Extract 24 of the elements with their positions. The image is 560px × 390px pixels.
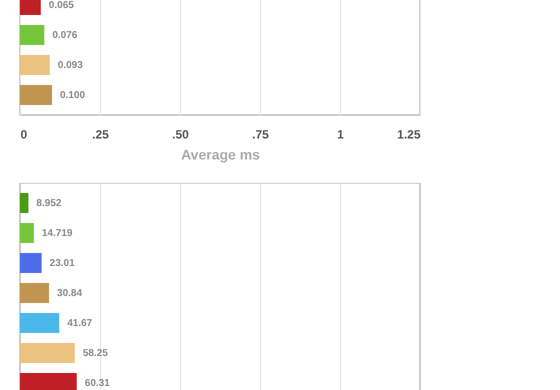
data-label: 0.065 (48, 0, 74, 11)
x-tick-label: 1.25 (397, 128, 421, 142)
data-label: 8.952 (36, 198, 62, 209)
bar (20, 312, 60, 334)
x-axis-title: Average ms (181, 146, 260, 162)
data-label: 60.31 (84, 378, 110, 390)
bar (20, 252, 42, 274)
bar (20, 222, 34, 244)
data-label: 23.01 (50, 258, 76, 269)
x-tick-label: 1 (337, 128, 344, 142)
data-label: 14.719 (42, 228, 73, 239)
x-tick-label: 0 (20, 128, 28, 142)
bar (20, 282, 50, 304)
data-label: 0.076 (52, 30, 78, 41)
x-tick-label: .75 (252, 128, 270, 142)
data-label: 58.25 (82, 348, 108, 360)
data-label: 0.100 (60, 90, 86, 102)
x-tick-label: .25 (92, 128, 110, 142)
data-label: 41.67 (67, 318, 93, 329)
bar (20, 192, 28, 213)
data-label: 0.093 (58, 60, 84, 71)
data-label: 30.84 (57, 288, 82, 299)
bar (20, 342, 75, 364)
x-tick-label: .50 (172, 128, 190, 142)
